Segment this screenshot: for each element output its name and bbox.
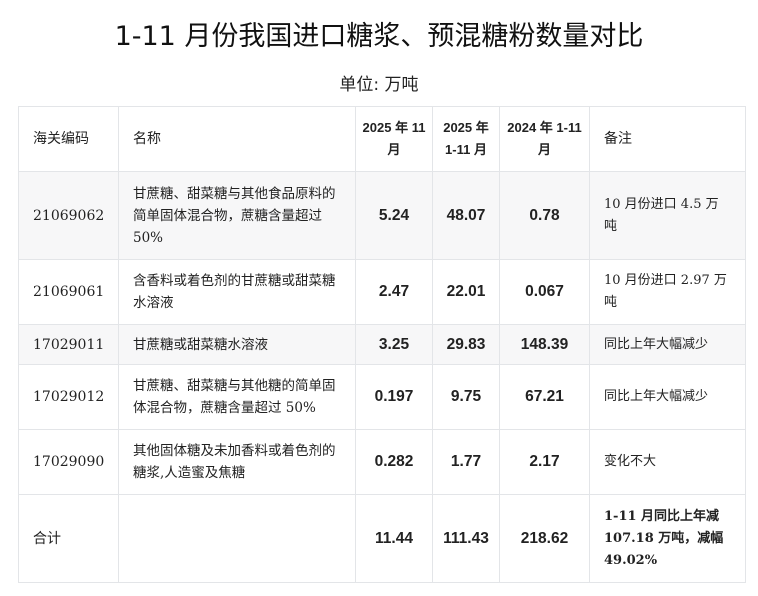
- cell-2025-1-11: 48.07: [432, 171, 500, 260]
- comparison-table: 海关编码 名称 2025 年 11 月 2025 年 1-11 月 2024 年…: [18, 106, 746, 583]
- unit-label: 单位: 万吨: [339, 75, 419, 95]
- cell-code: 21069062: [18, 171, 119, 260]
- cell-note: 同比上年大幅减少: [589, 324, 746, 365]
- total-2024-1-11: 218.62: [499, 494, 590, 583]
- page-title: 1-11 月份我国进口糖浆、预混糖粉数量对比: [114, 21, 644, 52]
- cell-name: 甘蔗糖、甜菜糖与其他食品原料的简单固体混合物，蔗糖含量超过 50%: [118, 171, 356, 260]
- header-code: 海关编码: [18, 106, 119, 172]
- total-name: [118, 494, 356, 583]
- cell-2025-11: 2.47: [355, 259, 433, 325]
- cell-2024-1-11: 148.39: [499, 324, 590, 365]
- total-note: 1-11 月同比上年减 107.18 万吨，减幅 49.02%: [589, 494, 746, 583]
- cell-note: 10 月份进口 4.5 万吨: [589, 171, 746, 260]
- header-2025-11: 2025 年 11 月: [355, 106, 433, 172]
- cell-2024-1-11: 0.78: [499, 171, 590, 260]
- cell-code: 17029011: [18, 324, 119, 365]
- cell-note: 10 月份进口 2.97 万吨: [589, 259, 746, 325]
- cell-2024-1-11: 67.21: [499, 364, 590, 430]
- cell-name: 甘蔗糖或甜菜糖水溶液: [118, 324, 356, 365]
- cell-2025-11: 0.282: [355, 429, 433, 495]
- cell-2025-1-11: 9.75: [432, 364, 500, 430]
- header-note: 备注: [589, 106, 746, 172]
- cell-note: 同比上年大幅减少: [589, 364, 746, 430]
- total-row: 合计 11.44 111.43 218.62 1-11 月同比上年减 107.1…: [18, 494, 746, 583]
- cell-2024-1-11: 2.17: [499, 429, 590, 495]
- cell-name: 甘蔗糖、甜菜糖与其他糖的简单固体混合物，蔗糖含量超过 50%: [118, 364, 356, 430]
- cell-2025-11: 3.25: [355, 324, 433, 365]
- total-2025-1-11: 111.43: [432, 494, 500, 583]
- cell-name: 含香料或着色剂的甘蔗糖或甜菜糖水溶液: [118, 259, 356, 325]
- table-row: 21069061 含香料或着色剂的甘蔗糖或甜菜糖水溶液 2.47 22.01 0…: [18, 259, 746, 325]
- cell-2025-11: 5.24: [355, 171, 433, 260]
- table-row: 17029012 甘蔗糖、甜菜糖与其他糖的简单固体混合物，蔗糖含量超过 50% …: [18, 364, 746, 430]
- header-name: 名称: [118, 106, 356, 172]
- table-row: 21069062 甘蔗糖、甜菜糖与其他食品原料的简单固体混合物，蔗糖含量超过 5…: [18, 171, 746, 260]
- total-label: 合计: [18, 494, 119, 583]
- cell-code: 21069061: [18, 259, 119, 325]
- header-2024-1-11: 2024 年 1-11 月: [499, 106, 590, 172]
- cell-2025-11: 0.197: [355, 364, 433, 430]
- cell-2024-1-11: 0.067: [499, 259, 590, 325]
- cell-code: 17029012: [18, 364, 119, 430]
- cell-code: 17029090: [18, 429, 119, 495]
- cell-note: 变化不大: [589, 429, 746, 495]
- header-2025-1-11: 2025 年 1-11 月: [432, 106, 500, 172]
- table-row: 17029090 其他固体糖及未加香料或着色剂的糖浆,人造蜜及焦糖 0.282 …: [18, 429, 746, 495]
- header-row: 海关编码 名称 2025 年 11 月 2025 年 1-11 月 2024 年…: [18, 106, 746, 172]
- cell-2025-1-11: 29.83: [432, 324, 500, 365]
- cell-2025-1-11: 22.01: [432, 259, 500, 325]
- cell-name: 其他固体糖及未加香料或着色剂的糖浆,人造蜜及焦糖: [118, 429, 356, 495]
- total-2025-11: 11.44: [355, 494, 433, 583]
- cell-2025-1-11: 1.77: [432, 429, 500, 495]
- table-row: 17029011 甘蔗糖或甜菜糖水溶液 3.25 29.83 148.39 同比…: [18, 324, 746, 365]
